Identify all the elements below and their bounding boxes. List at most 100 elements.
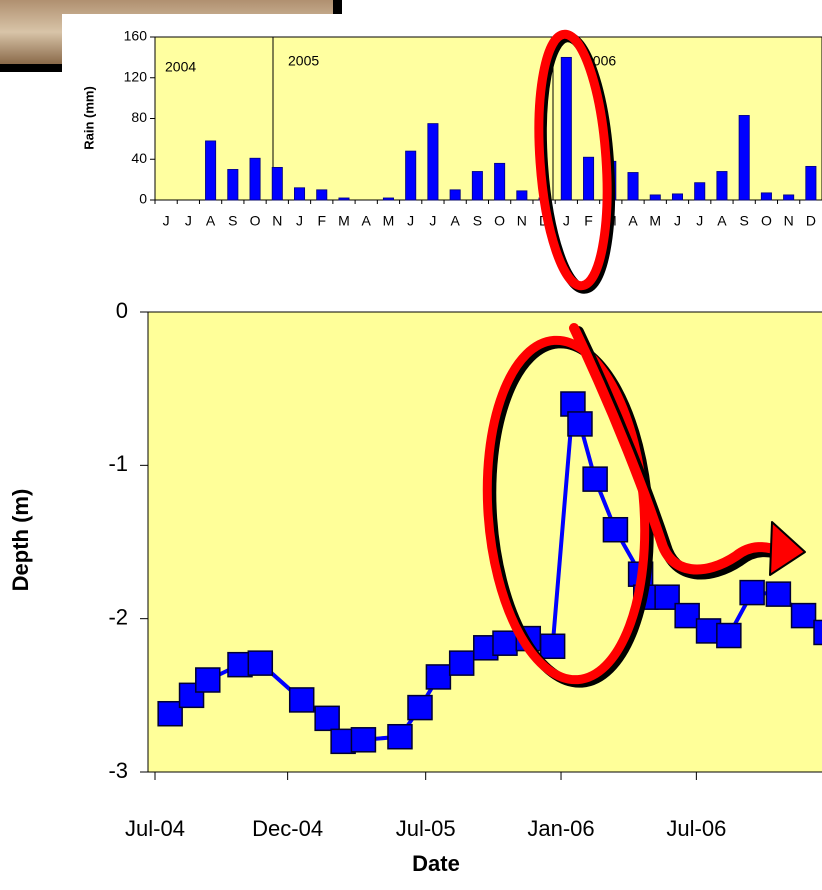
x-tick-label: J	[429, 213, 436, 229]
bar	[738, 115, 750, 201]
depth-marker	[247, 650, 274, 676]
bar	[694, 182, 706, 201]
x-tick-label: J	[563, 213, 570, 229]
x-tick-label: N	[517, 213, 527, 229]
depth-marker	[195, 667, 221, 693]
x-tick-label: N	[272, 213, 282, 229]
x-tick-label: J	[163, 213, 170, 229]
bar	[449, 189, 461, 201]
y-tick-label: 0	[139, 191, 147, 207]
x-tick-label: A	[206, 213, 216, 229]
bar	[783, 194, 795, 201]
depth-marker	[765, 581, 792, 607]
bar	[716, 171, 728, 201]
arrow-head	[769, 521, 806, 576]
x-tick-label: O	[761, 213, 772, 229]
x-tick-label: A	[362, 213, 372, 229]
y-axis-title: Rain (mm)	[81, 86, 96, 150]
depth-marker	[387, 723, 413, 750]
depth-marker	[350, 727, 377, 753]
bar	[471, 171, 483, 201]
x-tick-label: Jan-06	[527, 816, 594, 841]
depth-marker	[492, 630, 518, 656]
x-tick-label: D	[806, 213, 816, 229]
x-tick-label: A	[450, 213, 460, 229]
x-tick-label: O	[494, 213, 505, 229]
y-tick-label: -1	[108, 451, 128, 476]
bar	[627, 172, 639, 201]
x-tick-label: S	[473, 213, 482, 229]
depth-marker	[790, 602, 817, 629]
depth-marker	[448, 650, 475, 676]
x-axis-title: Date	[412, 851, 460, 876]
bar	[560, 56, 572, 201]
rain-plot-area	[154, 36, 822, 201]
bar	[294, 187, 306, 201]
depth-marker	[674, 602, 700, 629]
bar	[494, 162, 506, 201]
annotation-overlay	[482, 29, 806, 688]
bar	[249, 157, 261, 201]
depth-plot-area	[148, 312, 822, 772]
bar	[338, 197, 350, 201]
bar	[516, 190, 528, 201]
depth-marker	[739, 579, 765, 606]
x-tick-label: M	[383, 213, 395, 229]
y-tick-label: -3	[108, 758, 128, 783]
bar	[405, 150, 417, 201]
x-tick-label: O	[250, 213, 261, 229]
y-tick-label: -2	[108, 604, 128, 629]
y-tick-label: 40	[131, 150, 147, 166]
depth-marker	[314, 705, 340, 732]
bar	[583, 156, 595, 201]
trend-arrow	[569, 323, 786, 575]
x-tick-label: N	[784, 213, 794, 229]
bar	[760, 192, 772, 201]
x-tick-label: Jul-04	[125, 816, 185, 841]
x-tick-label: S	[740, 213, 749, 229]
depth-marker	[602, 516, 629, 543]
x-tick-label: F	[584, 213, 593, 229]
depth-marker	[157, 700, 183, 727]
x-tick-label: Jul-06	[666, 816, 726, 841]
bar	[227, 169, 239, 201]
x-tick-label: M	[338, 213, 350, 229]
x-tick-label: S	[228, 213, 237, 229]
x-tick-label: Jul-05	[396, 816, 456, 841]
year-label: 2004	[165, 59, 196, 75]
bar	[316, 189, 328, 201]
bar	[805, 165, 817, 201]
x-tick-label: J	[296, 213, 303, 229]
y-tick-label: 0	[116, 298, 128, 323]
bar	[671, 193, 683, 201]
depth-marker	[567, 411, 593, 437]
bar	[427, 123, 439, 201]
x-tick-label: J	[696, 213, 703, 229]
x-tick-label: J	[674, 213, 681, 229]
bar	[382, 197, 394, 201]
y-tick-label: 160	[124, 28, 148, 44]
depth-marker	[425, 664, 452, 690]
highlight-ellipse	[534, 29, 612, 291]
bar	[271, 166, 283, 201]
depth-marker	[813, 619, 822, 646]
x-tick-label: Dec-04	[252, 816, 323, 841]
depth-marker	[407, 694, 433, 721]
x-tick-label: F	[317, 213, 326, 229]
x-tick-label: M	[649, 213, 661, 229]
bar	[649, 194, 661, 201]
year-label: 2005	[288, 53, 319, 69]
depth-marker	[539, 633, 566, 660]
y-tick-label: 80	[131, 109, 147, 125]
y-tick-label: 120	[124, 68, 148, 84]
depth-marker	[582, 466, 608, 492]
x-tick-label: J	[185, 213, 192, 229]
y-axis-title: Depth (m)	[8, 489, 33, 592]
depth-marker	[288, 687, 315, 713]
x-tick-label: J	[407, 213, 414, 229]
x-tick-label: A	[717, 213, 727, 229]
depth-marker	[716, 622, 742, 649]
x-tick-label: A	[628, 213, 638, 229]
bar	[205, 140, 217, 201]
